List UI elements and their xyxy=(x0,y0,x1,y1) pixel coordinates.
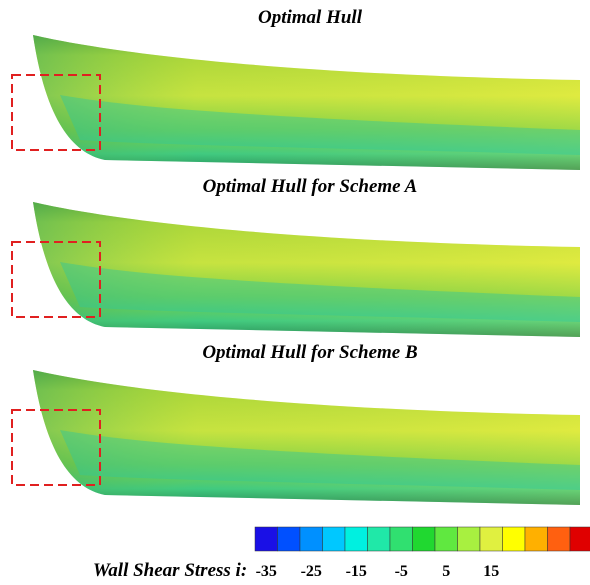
colorbar-segment xyxy=(278,527,301,551)
colorbar-tick-label: -15 xyxy=(346,563,367,580)
colorbar-segment xyxy=(570,527,590,551)
colorbar-segment xyxy=(368,527,391,551)
colorbar-segment xyxy=(390,527,413,551)
colorbar-label: Wall Shear Stress i: xyxy=(93,560,247,581)
colorbar-tick-label: 5 xyxy=(442,563,450,580)
colorbar-tick-label: 15 xyxy=(483,563,499,580)
colorbar-segment xyxy=(480,527,503,551)
colorbar-segment xyxy=(255,527,278,551)
colorbar-segment xyxy=(548,527,571,551)
figure: Optimal Hull Optimal Hull for Scheme A O… xyxy=(0,0,590,585)
colorbar-tick-label: -25 xyxy=(301,563,322,580)
colorbar-segment xyxy=(345,527,368,551)
colorbar-tick-label: -35 xyxy=(256,563,277,580)
colorbar-segment xyxy=(435,527,458,551)
panel-title: Optimal Hull xyxy=(258,7,363,28)
panel-title: Optimal Hull for Scheme A xyxy=(203,176,418,197)
colorbar-segment xyxy=(503,527,526,551)
panel-title: Optimal Hull for Scheme B xyxy=(202,342,417,363)
colorbar-segment xyxy=(525,527,548,551)
colorbar-segment xyxy=(300,527,323,551)
hull-contour xyxy=(12,202,580,337)
colorbar: -35 -25 -15 -5 5 15 xyxy=(255,527,590,580)
hull-contour xyxy=(12,370,580,505)
hull-contour xyxy=(12,35,580,170)
colorbar-tick-label: -5 xyxy=(395,563,408,580)
colorbar-segment xyxy=(323,527,346,551)
colorbar-segment xyxy=(413,527,436,551)
colorbar-segment xyxy=(458,527,481,551)
